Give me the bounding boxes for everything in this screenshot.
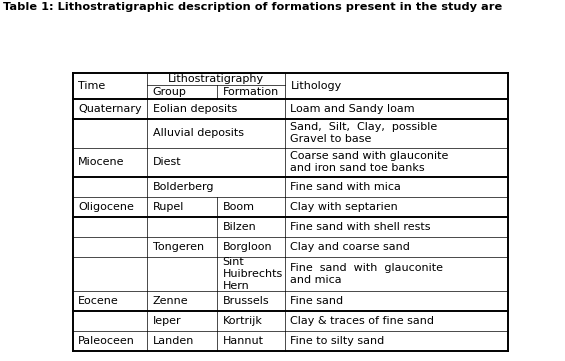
Text: Coarse sand with glauconite
and iron sand toe banks: Coarse sand with glauconite and iron san…: [290, 151, 449, 173]
Text: Table 1: Lithostratigraphic description of formations present in the study are: Table 1: Lithostratigraphic description …: [3, 2, 502, 12]
Text: Fine to silty sand: Fine to silty sand: [290, 336, 385, 346]
Text: Rupel: Rupel: [153, 202, 184, 212]
Text: Clay with septarien: Clay with septarien: [290, 202, 398, 212]
Text: Brussels: Brussels: [223, 296, 269, 306]
Text: Fine sand with shell rests: Fine sand with shell rests: [290, 222, 431, 232]
Text: Lithology: Lithology: [290, 81, 342, 91]
Text: Loam and Sandy loam: Loam and Sandy loam: [290, 104, 415, 114]
Text: Quaternary: Quaternary: [78, 104, 142, 114]
Text: Hannut: Hannut: [223, 336, 263, 346]
Text: Sint
Huibrechts
Hern: Sint Huibrechts Hern: [223, 257, 283, 291]
Text: Miocene: Miocene: [78, 157, 124, 168]
Text: Fine sand with mica: Fine sand with mica: [290, 182, 401, 192]
Text: Bolderberg: Bolderberg: [153, 182, 214, 192]
Text: Paleoceen: Paleoceen: [78, 336, 135, 346]
Text: Lithostratigraphy: Lithostratigraphy: [168, 74, 264, 83]
Text: Group: Group: [153, 87, 186, 97]
Text: Tongeren: Tongeren: [153, 242, 203, 252]
Text: Ieper: Ieper: [153, 316, 181, 326]
Text: Bilzen: Bilzen: [223, 222, 257, 232]
Text: Formation: Formation: [223, 87, 279, 97]
Text: Diest: Diest: [153, 157, 181, 168]
Text: Oligocene: Oligocene: [78, 202, 134, 212]
Text: Boom: Boom: [223, 202, 255, 212]
Text: Kortrijk: Kortrijk: [223, 316, 263, 326]
Text: Landen: Landen: [153, 336, 194, 346]
Text: Eocene: Eocene: [78, 296, 119, 306]
Text: Time: Time: [78, 81, 105, 91]
Text: Alluvial deposits: Alluvial deposits: [153, 128, 244, 138]
Text: Borgloon: Borgloon: [223, 242, 272, 252]
Text: Clay and coarse sand: Clay and coarse sand: [290, 242, 410, 252]
Text: Fine  sand  with  glauconite
and mica: Fine sand with glauconite and mica: [290, 263, 444, 285]
Text: Fine sand: Fine sand: [290, 296, 344, 306]
Text: Sand,  Silt,  Clay,  possible
Gravel to base: Sand, Silt, Clay, possible Gravel to bas…: [290, 122, 438, 144]
Text: Clay & traces of fine sand: Clay & traces of fine sand: [290, 316, 434, 326]
Text: Eolian deposits: Eolian deposits: [153, 104, 237, 114]
Text: Zenne: Zenne: [153, 296, 188, 306]
